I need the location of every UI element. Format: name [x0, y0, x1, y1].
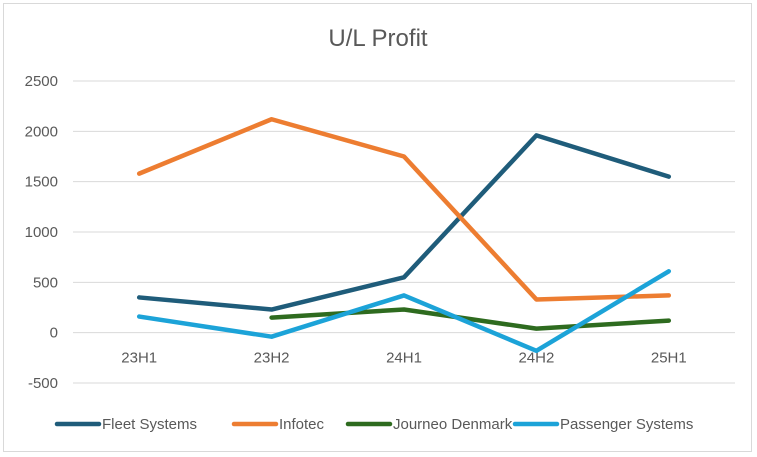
x-tick-label: 24H2 [518, 350, 554, 367]
y-tick-label: 500 [33, 274, 58, 291]
x-tick-label: 23H1 [121, 350, 157, 367]
gridlines [73, 80, 735, 384]
y-tick-labels: 2500 2000 1500 1000 500 0 -500 [25, 73, 58, 392]
x-tick-labels: 23H1 23H2 24H1 24H2 25H1 [121, 350, 686, 367]
y-tick-label: 2000 [25, 123, 58, 140]
legend-label: Passenger Systems [560, 416, 693, 433]
legend-label: Journeo Denmark [393, 416, 513, 433]
y-tick-label: -500 [28, 375, 58, 392]
series-line-infotec [136, 117, 672, 302]
y-tick-label: 0 [50, 325, 58, 342]
x-tick-label: 23H2 [254, 350, 290, 367]
x-tick-label: 25H1 [651, 350, 687, 367]
x-tick-label: 24H1 [386, 350, 422, 367]
y-tick-label: 1000 [25, 224, 58, 241]
series-line-fleet-systems [136, 133, 672, 312]
legend-label: Infotec [279, 416, 325, 433]
series-line-passenger-systems [136, 269, 672, 354]
y-tick-label: 1500 [25, 174, 58, 191]
series-lines [136, 117, 672, 354]
chart-frame [3, 3, 752, 452]
chart-title: U/L Profit [328, 25, 427, 52]
y-tick-label: 2500 [25, 73, 58, 90]
legend-label: Fleet Systems [102, 416, 197, 433]
series-line-journeo-denmark [269, 307, 672, 331]
legend: Fleet Systems Infotec Journeo Denmark Passe… [54, 416, 693, 433]
